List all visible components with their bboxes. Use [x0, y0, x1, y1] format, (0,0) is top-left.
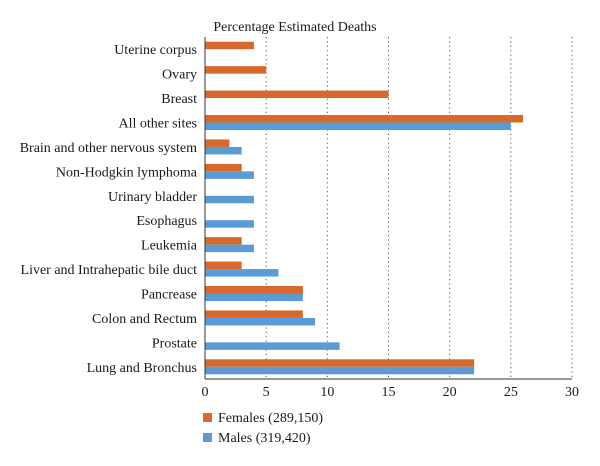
bar-males-leukemia — [205, 244, 254, 253]
chart-title: Percentage Estimated Deaths — [213, 20, 376, 35]
bar-males-brain-and-other-nervous-system — [205, 146, 242, 155]
category-label-colon-and-rectum: Colon and Rectum — [92, 312, 197, 327]
bar-females-lung-and-bronchus — [205, 359, 475, 367]
category-label-uterine-corpus: Uterine corpus — [114, 43, 197, 58]
bar-females-uterine-corpus — [205, 41, 254, 50]
category-label-pancrease: Pancrease — [141, 288, 197, 303]
x-tick-label-20: 20 — [443, 385, 457, 400]
category-label-breast: Breast — [161, 92, 197, 107]
x-tick-labels: 0 5 10 15 20 25 30 — [202, 385, 580, 400]
category-label-lung-and-bronchus: Lung and Bronchus — [87, 361, 197, 376]
bar-males-lung-and-bronchus — [205, 366, 475, 375]
x-tick-label-5: 5 — [263, 385, 270, 400]
x-tick-label-15: 15 — [382, 385, 396, 400]
category-label-ovary: Ovary — [162, 68, 197, 83]
category-labels: Uterine corpus Ovary Breast All other sites… — [20, 43, 198, 376]
bar-males-liver-and-intrahepatic-bile-duct — [205, 269, 279, 277]
grid — [265, 37, 573, 379]
bar-females-breast — [205, 90, 389, 99]
x-tick-label-30: 30 — [565, 385, 579, 400]
bar-males-pancrease — [205, 293, 303, 301]
bar-males-non-hodgkin-lymphoma — [205, 171, 254, 179]
bar-males-prostate — [205, 342, 340, 350]
category-label-non-hodgkin-lymphoma: Non-Hodgkin lymphoma — [56, 165, 198, 180]
category-label-brain-and-other-nervous-system: Brain and other nervous system — [20, 141, 197, 156]
legend: Females (289,150) Males (319,420) — [203, 411, 323, 446]
legend-swatch-females — [203, 413, 212, 422]
bar-females-colon-and-rectum — [205, 310, 303, 318]
category-label-liver-and-intrahepatic-bile-duct: Liver and Intrahepatic bile duct — [21, 263, 198, 278]
bar-males-urinary-bladder — [205, 195, 254, 204]
category-label-urinary-bladder: Urinary bladder — [108, 190, 197, 205]
legend-swatch-males — [203, 433, 212, 442]
bars — [205, 41, 524, 375]
legend-label-males: Males (319,420) — [218, 431, 311, 446]
x-tick-label-0: 0 — [202, 385, 209, 400]
bar-females-non-hodgkin-lymphoma — [205, 163, 242, 172]
bar-males-all-other-sites — [205, 122, 511, 130]
bar-females-all-other-sites — [205, 115, 524, 123]
x-tick-label-25: 25 — [504, 385, 518, 400]
bar-females-liver-and-intrahepatic-bile-duct — [205, 261, 242, 270]
x-tick-label-10: 10 — [320, 385, 334, 400]
category-label-all-other-sites: All other sites — [118, 117, 197, 132]
bar-females-pancrease — [205, 286, 303, 294]
category-label-esophagus: Esophagus — [136, 214, 197, 229]
category-label-leukemia: Leukemia — [141, 239, 198, 254]
legend-label-females: Females (289,150) — [218, 411, 323, 426]
bar-females-ovary — [205, 66, 267, 74]
category-label-prostate: Prostate — [152, 336, 197, 351]
bar-females-leukemia — [205, 237, 242, 245]
bar-males-colon-and-rectum — [205, 317, 316, 326]
axes — [204, 37, 572, 380]
bar-females-brain-and-other-nervous-system — [205, 139, 230, 147]
bar-males-esophagus — [205, 220, 254, 228]
